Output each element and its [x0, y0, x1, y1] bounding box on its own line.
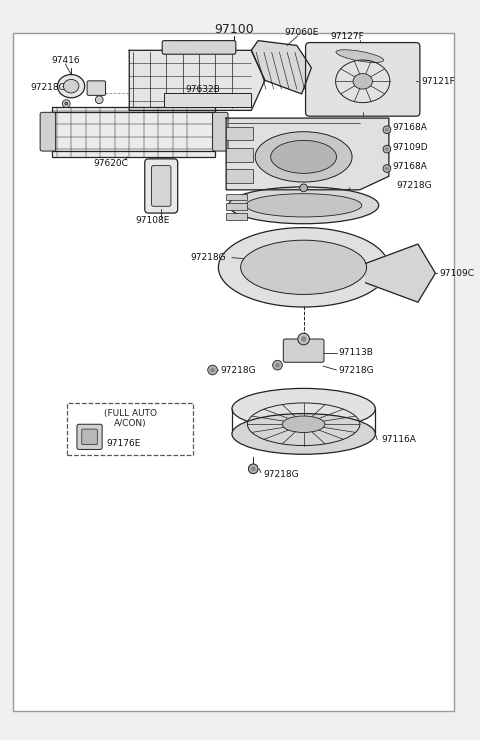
- FancyBboxPatch shape: [213, 112, 228, 151]
- Circle shape: [96, 96, 103, 104]
- FancyBboxPatch shape: [87, 81, 106, 95]
- Text: 97113B: 97113B: [338, 348, 373, 357]
- Text: 97218G: 97218G: [30, 83, 66, 92]
- Text: 97176E: 97176E: [106, 439, 140, 448]
- FancyBboxPatch shape: [162, 41, 236, 54]
- Circle shape: [300, 184, 308, 192]
- Text: 97632B: 97632B: [185, 84, 220, 93]
- Circle shape: [65, 102, 68, 105]
- Bar: [226, 127, 253, 141]
- Ellipse shape: [58, 75, 84, 98]
- Circle shape: [385, 167, 388, 170]
- Text: 97100: 97100: [214, 22, 254, 36]
- Ellipse shape: [240, 240, 367, 295]
- FancyBboxPatch shape: [67, 403, 193, 455]
- Text: 97168A: 97168A: [393, 124, 428, 132]
- Text: 97121H: 97121H: [171, 40, 206, 49]
- Text: 97127F: 97127F: [331, 33, 364, 41]
- Circle shape: [249, 464, 258, 474]
- Polygon shape: [366, 244, 435, 302]
- Bar: [226, 213, 248, 220]
- Circle shape: [62, 100, 70, 107]
- Circle shape: [385, 128, 388, 131]
- FancyBboxPatch shape: [77, 424, 102, 449]
- Ellipse shape: [282, 416, 325, 432]
- Circle shape: [301, 337, 306, 341]
- Circle shape: [273, 360, 282, 370]
- Ellipse shape: [63, 79, 79, 93]
- Text: 97218G: 97218G: [263, 470, 299, 479]
- Circle shape: [383, 126, 391, 134]
- Ellipse shape: [232, 414, 375, 454]
- Text: 97108E: 97108E: [135, 216, 169, 225]
- Text: 97060E: 97060E: [284, 28, 319, 38]
- Circle shape: [383, 164, 391, 172]
- FancyBboxPatch shape: [152, 166, 171, 206]
- Text: 97218G: 97218G: [396, 181, 432, 190]
- Text: 97116A: 97116A: [381, 435, 416, 444]
- Bar: [226, 148, 253, 162]
- FancyBboxPatch shape: [145, 159, 178, 213]
- Text: 97109D: 97109D: [393, 143, 428, 152]
- Circle shape: [208, 365, 217, 375]
- Text: 97168A: 97168A: [393, 162, 428, 171]
- Bar: [226, 194, 248, 201]
- Text: 97121F: 97121F: [422, 77, 456, 86]
- Bar: [226, 204, 248, 210]
- Text: (FULL AUTO
A/CON): (FULL AUTO A/CON): [104, 408, 157, 428]
- Ellipse shape: [228, 187, 379, 223]
- Text: 97218G: 97218G: [191, 253, 226, 262]
- Circle shape: [385, 148, 388, 150]
- Ellipse shape: [245, 194, 362, 217]
- Text: 97416: 97416: [52, 56, 80, 64]
- Ellipse shape: [218, 228, 389, 307]
- FancyBboxPatch shape: [283, 339, 324, 363]
- Text: 97218G: 97218G: [220, 366, 256, 374]
- Text: 97109C: 97109C: [439, 269, 474, 278]
- Circle shape: [252, 467, 255, 471]
- FancyBboxPatch shape: [306, 43, 420, 116]
- Ellipse shape: [271, 141, 336, 173]
- Text: 97218G: 97218G: [338, 366, 374, 374]
- Ellipse shape: [255, 132, 352, 182]
- Circle shape: [211, 368, 215, 372]
- FancyBboxPatch shape: [82, 429, 97, 445]
- Circle shape: [383, 145, 391, 153]
- Text: 97620C: 97620C: [94, 159, 128, 168]
- Bar: [226, 169, 253, 183]
- Ellipse shape: [336, 50, 384, 62]
- Ellipse shape: [353, 73, 372, 89]
- Circle shape: [276, 363, 279, 367]
- Bar: [52, 107, 215, 157]
- Polygon shape: [226, 118, 389, 190]
- Circle shape: [298, 333, 310, 345]
- Polygon shape: [252, 41, 312, 94]
- Ellipse shape: [232, 388, 375, 429]
- FancyBboxPatch shape: [40, 112, 56, 151]
- Bar: [164, 93, 252, 107]
- Ellipse shape: [330, 46, 389, 66]
- Polygon shape: [129, 50, 265, 110]
